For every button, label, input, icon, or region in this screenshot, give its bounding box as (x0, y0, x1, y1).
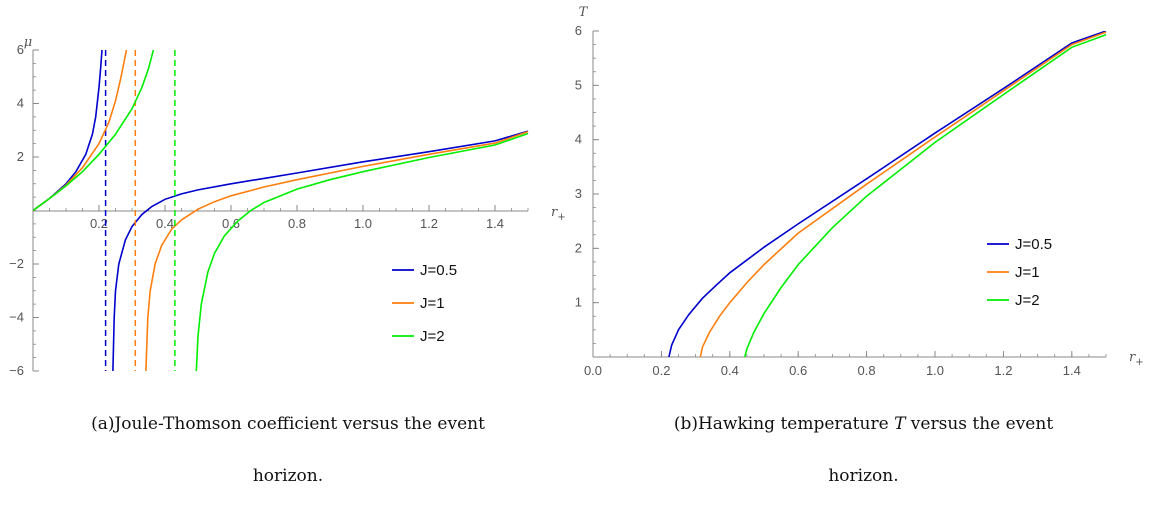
y-tick-label: 2 (575, 240, 582, 255)
series-line-j-1 (699, 31, 1107, 357)
legend-label-j-2: J=2 (1015, 292, 1040, 309)
caption-left-line2: horizon. (252, 466, 324, 486)
series-line-j-0-5-branch-2 (112, 130, 529, 371)
x-axis-label: r+ (551, 205, 566, 223)
y-tick-label: 4 (575, 132, 582, 147)
x-tick-label: 0.2 (652, 363, 670, 378)
y-tick-label: 1 (575, 295, 582, 310)
x-tick-label: 1.0 (926, 363, 944, 378)
legend-label-j-1: J=1 (1015, 264, 1040, 281)
y-tick-label: 2 (17, 149, 24, 164)
x-tick-label: 0.6 (789, 363, 807, 378)
joule-thomson-chart: 0.2 0.4 0.6 0.8 1.0 1.2 1.4 −6 −4 −2 2 4 6 μ r+ J=0.5 J=… (9, 35, 565, 378)
series-line-j-1-branch-2 (145, 130, 529, 371)
x-tick-label: 0.4 (721, 363, 739, 378)
caption-right-line1: (b)Hawking temperature T versus the even… (576, 416, 1151, 433)
y-tick-label: 6 (17, 42, 24, 57)
x-tick-label: 1.2 (420, 216, 438, 231)
y-tick-label: −2 (9, 256, 24, 271)
legend-label-j-2: J=2 (420, 328, 445, 345)
x-tick-label: 0.4 (156, 216, 174, 231)
series-line-j-2-branch-1 (33, 50, 155, 212)
y-tick-label: 3 (575, 186, 582, 201)
x-tick-label: 0.8 (288, 216, 306, 231)
legend-label-j-1: J=1 (420, 295, 445, 312)
x-tick-label: 1.0 (354, 216, 372, 231)
caption-right-post: versus the event (905, 414, 1054, 434)
caption-right-var: T (894, 414, 906, 434)
y-axis-label: μ (24, 35, 32, 50)
legend-label-j-0-5: J=0.5 (1015, 236, 1052, 253)
series-line-j-2-branch-2 (195, 132, 529, 371)
y-axis-label: T (579, 5, 589, 20)
y-tick-label: −6 (9, 363, 24, 378)
x-axis-label-sub: + (1135, 357, 1143, 368)
series-line-j-0-5 (668, 31, 1107, 357)
series-line-j-2 (744, 34, 1107, 357)
x-tick-label: 0.2 (90, 216, 108, 231)
y-tick-label: 5 (575, 77, 582, 92)
y-tick-label: 4 (17, 96, 24, 111)
series-line-j-1-branch-1 (33, 50, 128, 212)
x-tick-label: 0.0 (584, 363, 602, 378)
x-tick-label: 1.4 (486, 216, 504, 231)
y-tick-label: −4 (9, 310, 24, 325)
x-tick-label: 0.6 (222, 216, 240, 231)
x-tick-label: 1.4 (1063, 363, 1081, 378)
y-tick-label: 6 (575, 23, 582, 38)
legend-label-j-0-5: J=0.5 (420, 262, 457, 279)
hawking-temperature-chart: 0.0 0.2 0.4 0.6 0.8 1.0 1.2 1.4 1 2 3 4 5 6 Tr+ J=0.5 J=… (575, 5, 1144, 378)
caption-right-pre: (b)Hawking temperature (673, 414, 895, 434)
x-tick-label: 1.2 (994, 363, 1012, 378)
x-tick-label: 0.8 (858, 363, 876, 378)
series-line-j-0-5-branch-1 (33, 50, 103, 212)
caption-left-line1: (a)Joule-Thomson coefficient versus the … (91, 414, 485, 434)
x-axis-label-sub: + (557, 212, 565, 223)
x-axis-label: r+ (1129, 350, 1144, 368)
caption-right-line2: horizon. (828, 466, 899, 486)
